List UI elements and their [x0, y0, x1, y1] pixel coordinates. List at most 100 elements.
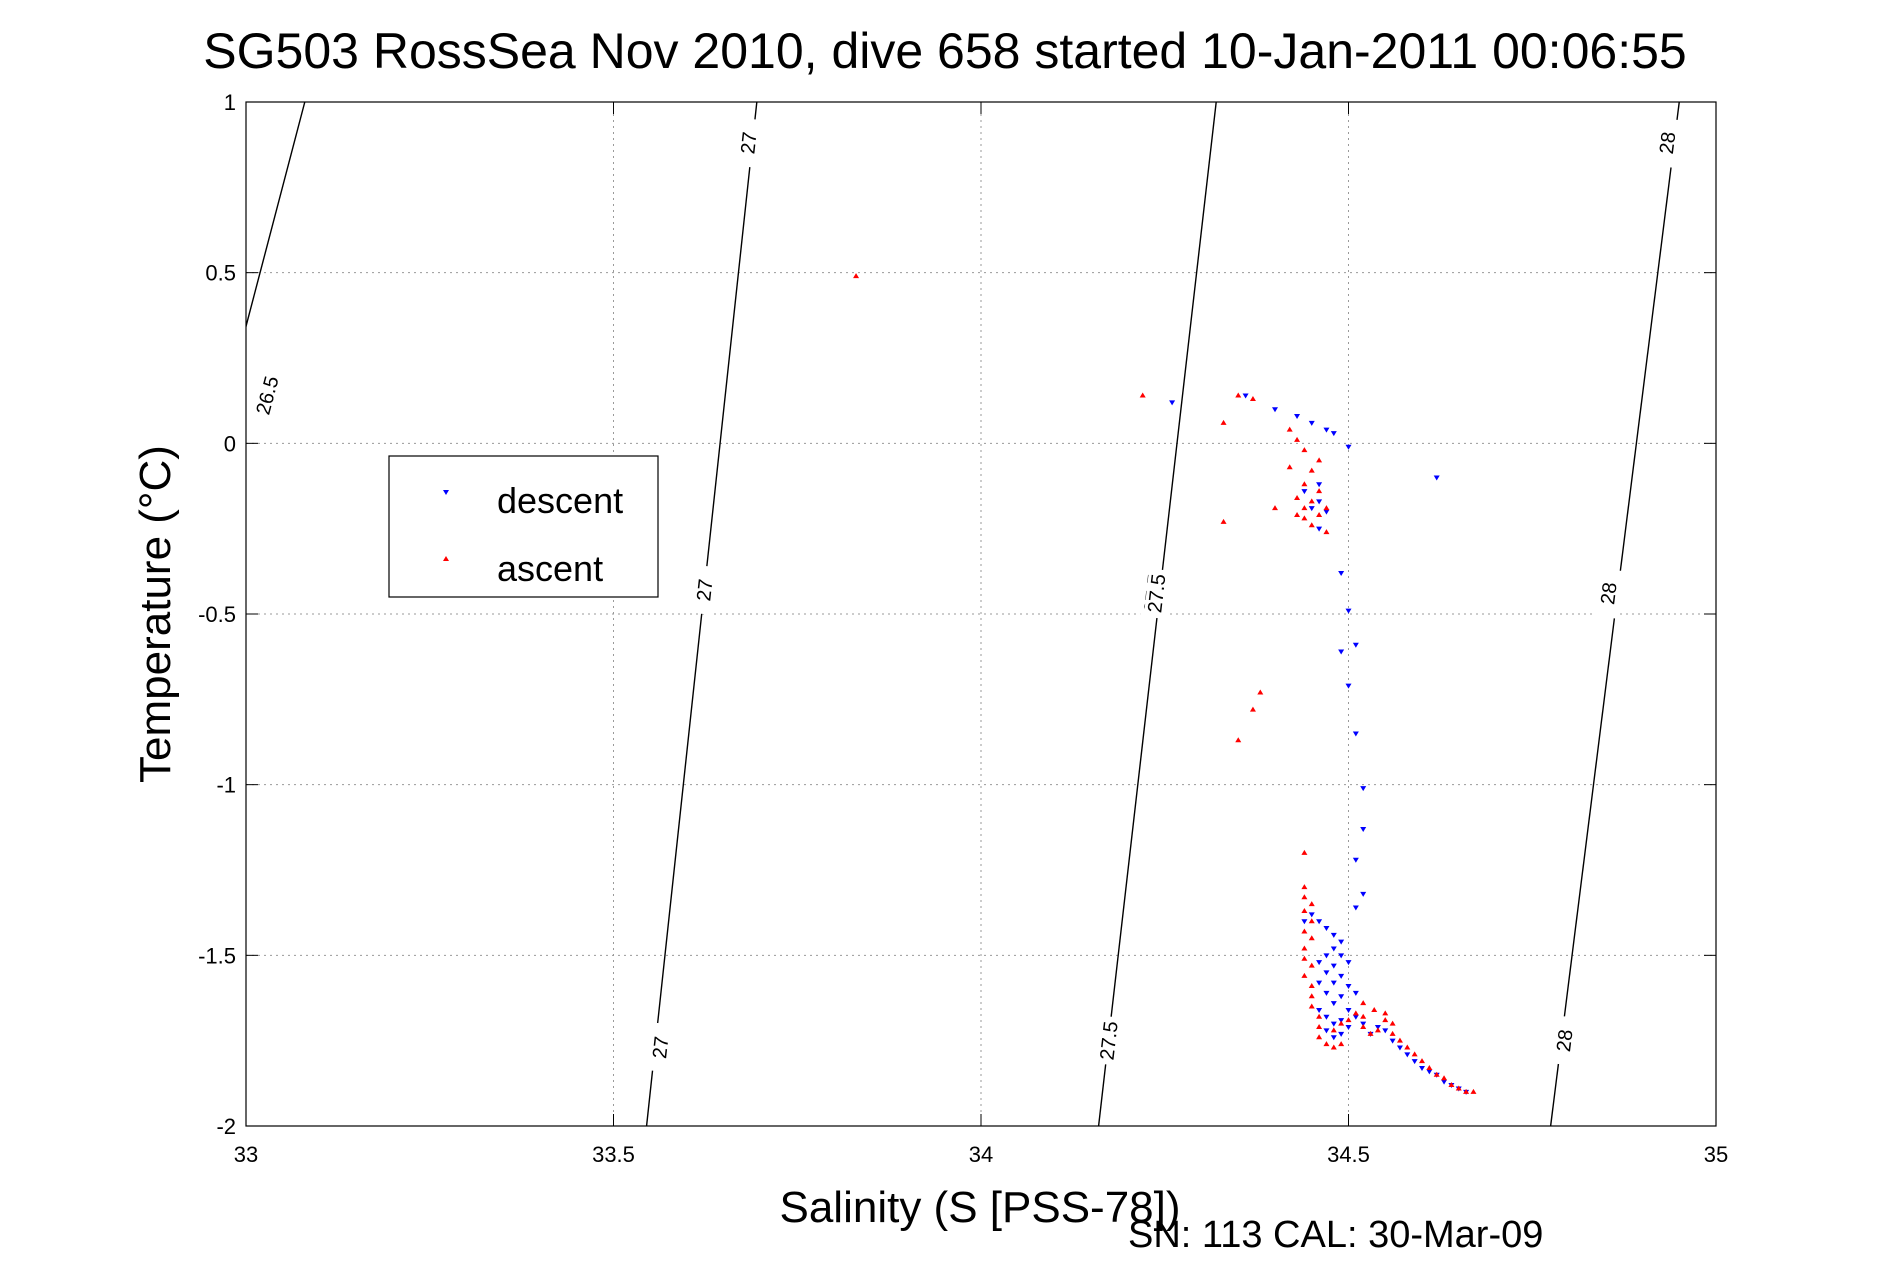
descent-point — [1352, 1014, 1359, 1020]
ascent-point — [1301, 907, 1308, 913]
ascent-point — [1345, 1017, 1352, 1023]
legend: descent ascent — [388, 455, 659, 598]
descent-point — [1426, 1069, 1433, 1075]
descent-point — [1330, 963, 1337, 969]
descent-point — [1308, 506, 1315, 512]
ascent-point — [1301, 481, 1308, 487]
ascent-point — [1308, 962, 1315, 968]
descent-point — [1323, 1028, 1330, 1034]
descent-point — [1316, 960, 1323, 966]
descent-point — [1345, 683, 1352, 689]
ascent-point — [1308, 935, 1315, 941]
descent-point — [1330, 431, 1337, 437]
contour-label-backdrop — [691, 565, 719, 616]
descent-point — [1316, 980, 1323, 986]
series-descent — [1169, 393, 1470, 1095]
descent-point — [1323, 953, 1330, 959]
contour-label-backdrop — [1095, 1015, 1124, 1066]
descent-point — [1345, 984, 1352, 990]
ascent-point — [1308, 467, 1315, 473]
data-points — [853, 273, 1477, 1095]
contour-label-backdrop — [1551, 1015, 1580, 1066]
y-tick-labels: 1 0.5 0 -0.5 -1 -1.5 -2 — [198, 90, 236, 1139]
ascent-point — [1301, 447, 1308, 453]
legend-descent-label: descent — [497, 480, 623, 521]
footer-serial-calibration: SN: 113 CAL: 30-Mar-09 — [1128, 1214, 1543, 1256]
descent-point — [1338, 571, 1345, 577]
ascent-point — [1316, 1034, 1323, 1040]
ascent-point — [1220, 518, 1227, 524]
legend-entry-ascent: ascent — [443, 548, 603, 589]
descent-point — [1352, 642, 1359, 648]
descent-point — [1323, 990, 1330, 996]
ascent-point — [1352, 1010, 1359, 1016]
ascent-point — [1316, 457, 1323, 463]
y-tick-label: 0 — [224, 431, 236, 456]
legend-ascent-label: ascent — [497, 548, 603, 589]
ascent-point — [1323, 529, 1330, 535]
ascent-point — [1441, 1075, 1448, 1081]
descent-point — [1338, 994, 1345, 1000]
descent-point — [1360, 786, 1367, 792]
ascent-point — [1308, 498, 1315, 504]
x-tick-label: 35 — [1704, 1142, 1728, 1167]
descent-point — [1352, 857, 1359, 863]
contour-label-backdrop — [735, 117, 763, 168]
ascent-point — [1301, 849, 1308, 855]
ascent-point — [1470, 1088, 1477, 1094]
ascent-point — [1389, 1030, 1396, 1036]
descent-point — [1301, 919, 1308, 925]
contour-label-backdrop — [647, 1022, 675, 1073]
ascent-point — [1308, 901, 1315, 907]
y-tick-label: 0.5 — [205, 261, 236, 286]
descent-point — [1338, 973, 1345, 979]
ascent-point — [1301, 515, 1308, 521]
ascent-point — [1448, 1082, 1455, 1088]
ascent-point — [1463, 1088, 1470, 1094]
legend-entry-descent: descent — [443, 480, 623, 521]
grid-lines — [246, 102, 1716, 1126]
descent-point — [1419, 1065, 1425, 1071]
density-contour-label: 27.5 — [1144, 573, 1170, 614]
descent-point — [1316, 919, 1323, 925]
ascent-point — [1330, 1044, 1337, 1050]
x-axis-title: Salinity (S [PSS-78]) — [779, 1183, 1180, 1232]
descent-point — [1396, 1045, 1403, 1051]
ascent-point — [1301, 972, 1308, 978]
y-tick-label: -2 — [216, 1114, 236, 1139]
density-contour-label: 27 — [693, 578, 717, 602]
descent-point — [1360, 891, 1367, 897]
y-tick-label: 1 — [224, 90, 236, 115]
descent-point — [1345, 444, 1352, 450]
ascent-point — [1382, 1017, 1389, 1023]
descent-point — [1323, 427, 1330, 433]
descent-point — [1338, 953, 1345, 959]
y-tick-label: -1.5 — [198, 943, 236, 968]
ascent-point — [1360, 1013, 1367, 1019]
ascent-point — [1294, 494, 1301, 500]
ascent-point — [1316, 1013, 1323, 1019]
legend-box — [388, 455, 659, 598]
descent-point — [1330, 980, 1337, 986]
descent-point — [1345, 960, 1352, 966]
ascent-point — [1249, 395, 1256, 401]
descent-point — [1352, 905, 1359, 911]
ascent-point — [1220, 419, 1227, 425]
descent-point — [1308, 912, 1315, 918]
descent-point — [1316, 526, 1323, 532]
ascent-point — [1308, 983, 1315, 989]
ascent-point — [1308, 918, 1315, 924]
ascent-point — [1323, 1041, 1330, 1047]
descent-point — [1316, 499, 1323, 505]
descent-point — [1330, 946, 1337, 952]
ascent-point — [1419, 1058, 1425, 1064]
ascent-point — [1301, 505, 1308, 511]
descent-point — [1272, 407, 1278, 413]
density-contour-label: 28 — [1553, 1028, 1578, 1053]
density-contour-line — [246, 102, 306, 330]
series-ascent — [853, 273, 1477, 1094]
descent-point — [1338, 1031, 1345, 1037]
contour-label-backdrop — [1595, 568, 1624, 619]
density-contour-label: 27 — [737, 131, 761, 155]
